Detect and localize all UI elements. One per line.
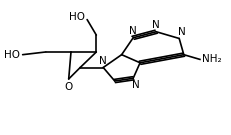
Text: NH₂: NH₂	[202, 54, 222, 64]
Text: N: N	[99, 56, 107, 66]
Text: N: N	[129, 26, 137, 36]
Text: N: N	[178, 27, 185, 37]
Text: O: O	[65, 82, 73, 92]
Text: HO: HO	[4, 50, 20, 60]
Text: HO: HO	[69, 12, 85, 22]
Text: N: N	[132, 80, 139, 90]
Text: N: N	[152, 20, 160, 30]
